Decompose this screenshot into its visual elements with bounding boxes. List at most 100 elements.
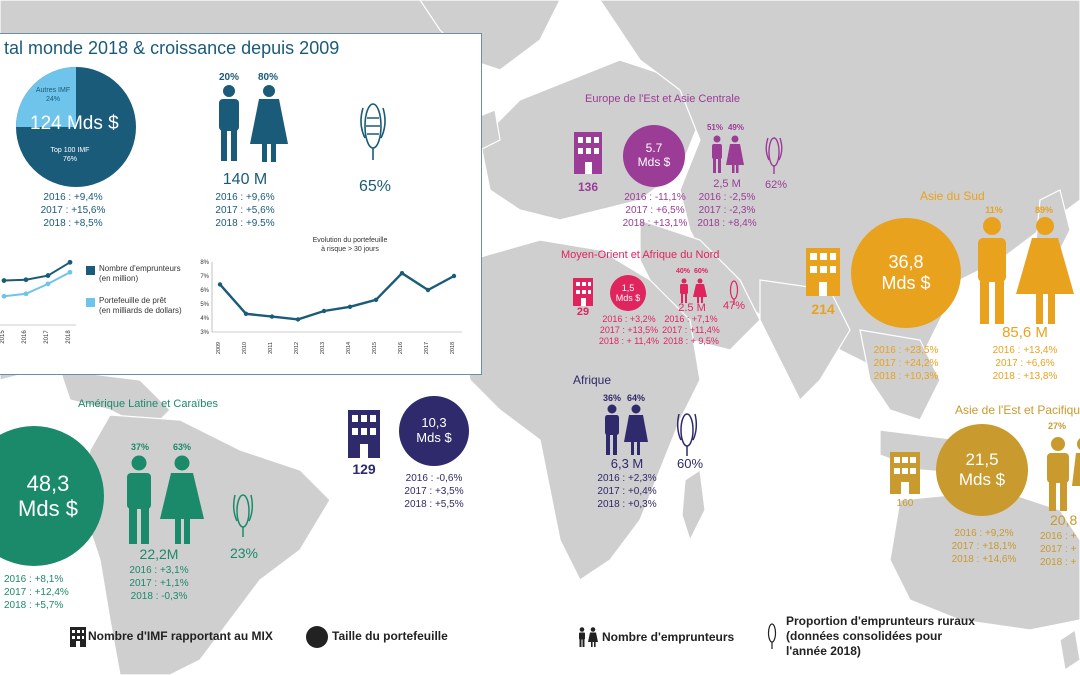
- asud-pct-women: 89%: [1034, 205, 1053, 215]
- legend-borrowers-line1: Nombre d'emprunteurs: [99, 264, 181, 273]
- asud-borrowers-growth: 2016 : +13,4% 2017 : +6,6% 2018 : +13,8%: [992, 345, 1058, 382]
- mena-rural-corn-icon: [729, 280, 739, 305]
- legend-portfolio-line2: (en milliards de dollars): [99, 306, 182, 315]
- lat-portfolio-growth: 2016 : +8,1% 2017 : +12,4% 2018 : +5,7%: [4, 574, 69, 611]
- pie-autres-pct: 24%: [45, 96, 60, 103]
- par-chart-title-1: Evolution du portefeuille: [312, 237, 388, 244]
- lat-borrowers-growth: 2016 : +3,1% 2017 : +1,1% 2018 : -0,3%: [129, 565, 189, 602]
- mena-pct-men: 40%: [675, 268, 690, 275]
- mena-portfolio-circle: 1,5 Mds $: [610, 275, 646, 311]
- afr-imf-count: 129: [352, 461, 376, 477]
- world-portfolio-value: 124 Mds $: [30, 113, 119, 134]
- asud-imf-count: 214: [811, 301, 835, 317]
- mena-imf-building-icon: [573, 278, 593, 306]
- world-rural-corn-icon: [360, 103, 386, 160]
- par-x-tick-label: 2015: [372, 342, 378, 354]
- legend-corn-icon: [767, 623, 777, 649]
- par-x-tick-label: 2009: [216, 342, 222, 354]
- eur-rural-corn-icon: [765, 137, 783, 174]
- aep-imf-count: 160: [896, 498, 914, 509]
- afr-pct-women: 64%: [626, 393, 645, 403]
- par-x-tick-label: 2017: [424, 342, 430, 354]
- legend-imf-label: Nombre d'IMF rapportant au MIX: [88, 629, 273, 643]
- par-point: [399, 271, 405, 276]
- aep-portfolio-circle: 21,5 Mds $: [936, 424, 1028, 516]
- eur-region-name: Europe de l'Est et Asie Centrale: [585, 93, 740, 105]
- eur-portfolio-growth: 2016 : -11,1% 2017 : +6,5% 2018 : +13,1%: [622, 192, 688, 229]
- par-chart-title-2: à risque > 30 jours: [321, 246, 379, 253]
- mini-series-point: [23, 291, 29, 297]
- mena-borrowers-icon: [680, 278, 707, 303]
- eur-borrowers-icon: [712, 135, 744, 173]
- asud-pct-men: 11%: [985, 205, 1003, 215]
- pie-top-pct: 76%: [62, 156, 77, 163]
- asud-portfolio-growth: 2016 : +23,5% 2017 : +24,2% 2018 : +10,3%: [873, 345, 939, 382]
- world-portfolio-growth: 2016 : +9,4% 2017 : +15,6% 2018 : +8,5%: [40, 192, 106, 229]
- lat-borrowers-icon: [127, 455, 204, 544]
- world-total-title: tal monde 2018 & croissance depuis 2009: [4, 38, 340, 58]
- par-point: [321, 308, 327, 314]
- mini-x-tick-label: 2015: [0, 330, 6, 344]
- par-y-tick-label: 8%: [200, 260, 209, 266]
- mini-series-point: [1, 293, 7, 299]
- afr-rural-value: 60%: [676, 456, 704, 471]
- par-point: [451, 273, 457, 279]
- mini-series-point: [45, 273, 51, 278]
- mena-rural-value: 47%: [722, 300, 746, 312]
- aep-imf-building-icon: [890, 452, 920, 494]
- aep-portfolio-growth: 2016 : +9,2% 2017 : +18,1% 2018 : +14,6%: [951, 528, 1017, 565]
- mena-borrowers-value: 2.5 M: [678, 302, 706, 314]
- par-point: [269, 314, 275, 319]
- asud-borrowers-value: 85,6 M: [1002, 324, 1048, 341]
- afr-borrowers-icon: [605, 404, 648, 455]
- mena-imf-count: 29: [576, 306, 590, 318]
- afr-region-name: Afrique: [573, 373, 612, 387]
- lat-region-name: Amérique Latine et Caraïbes: [78, 398, 219, 410]
- mini-series-point: [45, 281, 51, 287]
- mini-series-point: [23, 277, 29, 283]
- afr-imf-building-icon: [348, 410, 380, 458]
- lat-pct-women: 63%: [172, 442, 191, 452]
- eur-borrowers-growth: 2016 : -2,5% 2017 : -2,3% 2018 : +8,4%: [697, 192, 757, 229]
- asud-region-name: Asie du Sud: [920, 189, 985, 203]
- mini-x-tick-label: 2016: [22, 330, 28, 344]
- pie-top-label: Top 100 IMF: [50, 147, 90, 154]
- aep-borrowers-icon: [1047, 437, 1080, 511]
- par-point: [425, 287, 431, 293]
- par-point: [347, 304, 353, 309]
- par-y-tick-label: 4%: [200, 316, 209, 322]
- world-pct-women: 80%: [257, 72, 278, 83]
- asud-portfolio-circle: 36,8 Mds $: [851, 218, 961, 328]
- lat-rural-value: 23%: [229, 545, 259, 561]
- par-point: [373, 297, 379, 302]
- legend-portfolio-label: Taille du portefeuille: [332, 629, 448, 643]
- aep-region-name: Asie de l'Est et Pacifique: [955, 403, 1080, 417]
- world-borrowers-value: 140 M: [222, 171, 268, 188]
- mena-region-name: Moyen-Orient et Afrique du Nord: [561, 249, 720, 261]
- legend-circle-icon: [306, 626, 328, 648]
- lat-portfolio-value: 48,3 Mds $: [18, 470, 78, 521]
- asud-imf-building-icon: [806, 248, 840, 296]
- world-rural-value: 65%: [358, 178, 392, 195]
- legend-portfolio-line1: Portefeuille de prêt: [99, 296, 167, 305]
- eur-imf-count: 136: [577, 180, 599, 194]
- asud-borrowers-icon: [978, 217, 1074, 324]
- par-x-tick-label: 2014: [346, 342, 352, 354]
- par-point: [217, 282, 223, 287]
- mena-portfolio-growth: 2016 : +3,2% 2017 : +13,5% 2018 : + 11,4%: [598, 314, 660, 346]
- eur-rural-value: 62%: [764, 179, 788, 191]
- aep-borrowers-value: 20,8: [1050, 512, 1078, 528]
- mini-series-point: [67, 259, 73, 265]
- par-y-tick-label: 6%: [200, 288, 209, 294]
- legend-building-icon: [70, 627, 86, 647]
- par-x-tick-label: 2016: [398, 342, 404, 354]
- legend-borrowers-line2: (en million): [99, 274, 139, 283]
- par-x-tick-label: 2010: [242, 342, 248, 354]
- mini-series-point: [67, 269, 73, 275]
- par-x-tick-label: 2011: [268, 342, 274, 354]
- par-x-tick-label: 2018: [450, 342, 456, 354]
- par-y-tick-label: 5%: [200, 302, 209, 308]
- mini-series-line-0: [3, 261, 71, 282]
- afr-pct-men: 36%: [602, 393, 621, 403]
- pie-slice-autres: [16, 67, 76, 127]
